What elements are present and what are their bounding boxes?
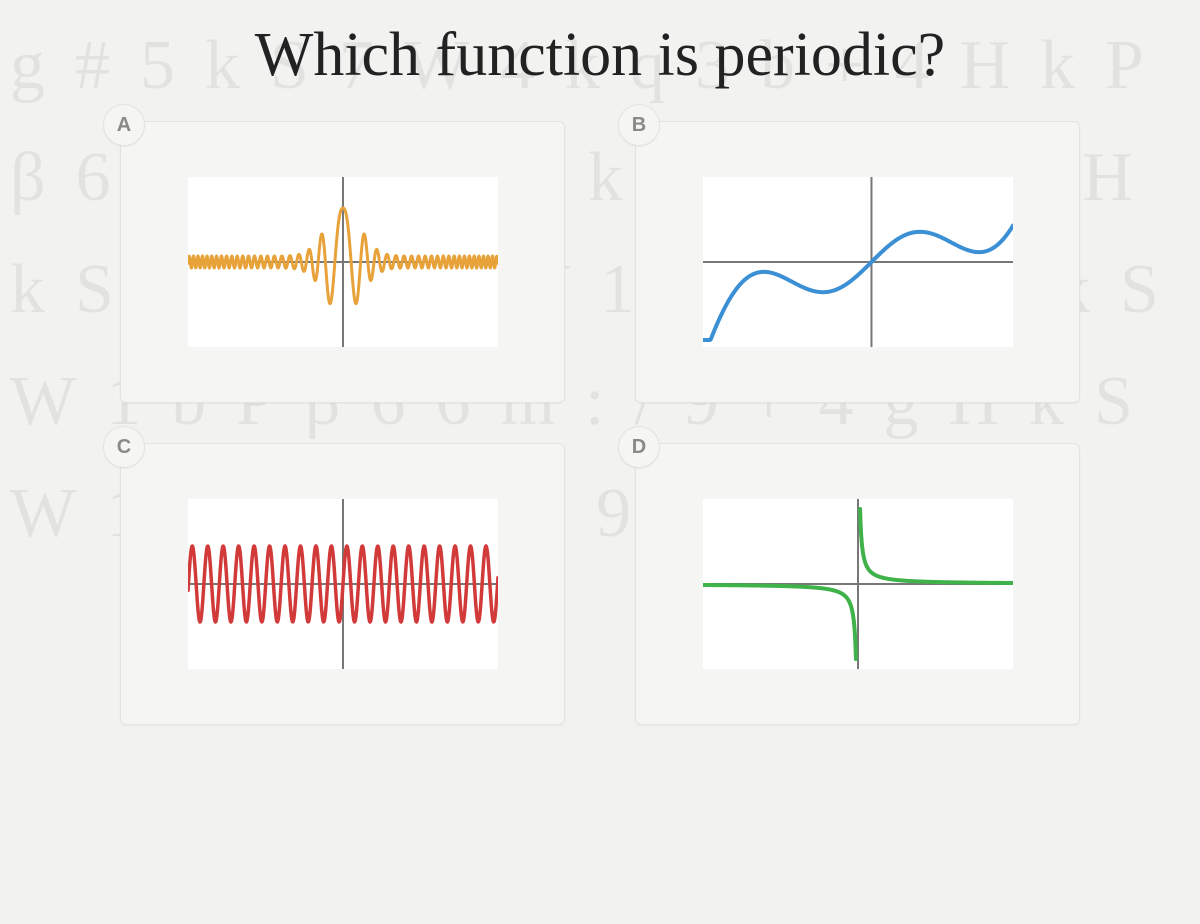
option-card-b[interactable]: B [635, 121, 1080, 403]
plot-b [703, 177, 1013, 347]
option-badge-a: A [103, 104, 145, 146]
plot-a [188, 177, 498, 347]
option-badge-b: B [618, 104, 660, 146]
option-card-c[interactable]: C [120, 443, 565, 725]
plot-c [188, 499, 498, 669]
option-badge-d: D [618, 426, 660, 468]
option-card-a[interactable]: A [120, 121, 565, 403]
option-badge-c: C [103, 426, 145, 468]
option-card-d[interactable]: D [635, 443, 1080, 725]
plot-d [703, 499, 1013, 669]
options-grid: A B C D [120, 121, 1080, 725]
question-title: Which function is periodic? [0, 0, 1200, 91]
